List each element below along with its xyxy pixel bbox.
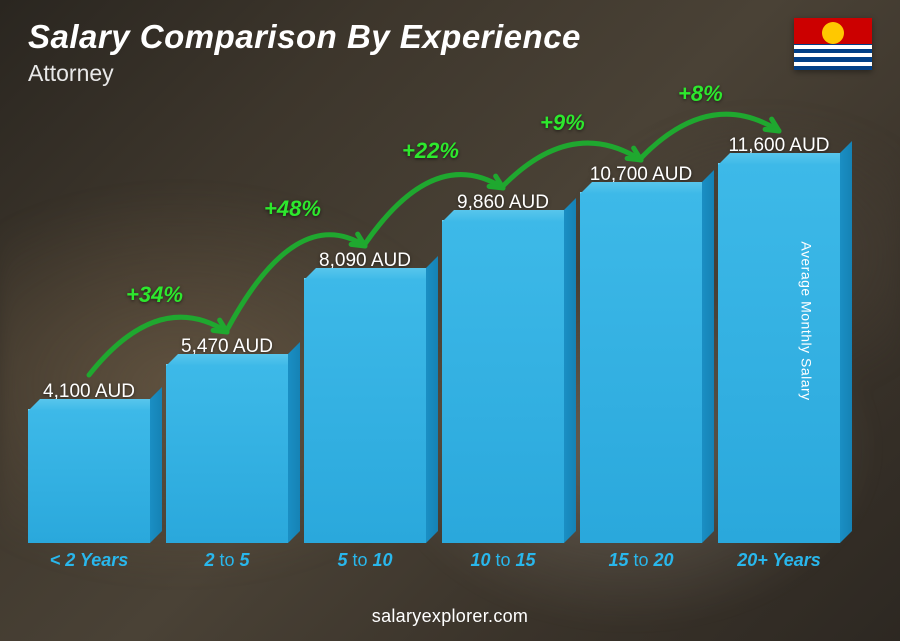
- x-axis-label: < 2 Years: [28, 550, 150, 571]
- bar-slot: 5,470 AUD: [166, 336, 288, 543]
- bar: [718, 163, 840, 543]
- x-axis-label: 2 to 5: [166, 550, 288, 571]
- page-subtitle: Attorney: [28, 60, 581, 87]
- bar: [442, 220, 564, 543]
- x-axis-label: 5 to 10: [304, 550, 426, 571]
- bar: [166, 364, 288, 543]
- x-axis-label: 15 to 20: [580, 550, 702, 571]
- x-axis-label: 20+ Years: [718, 550, 840, 571]
- title-block: Salary Comparison By Experience Attorney: [28, 18, 581, 87]
- bar-slot: 10,700 AUD: [580, 164, 702, 543]
- bar: [580, 192, 702, 543]
- footer-text: salaryexplorer.com: [0, 606, 900, 627]
- header: Salary Comparison By Experience Attorney: [28, 18, 872, 87]
- bar-slot: 4,100 AUD: [28, 381, 150, 543]
- chart-area: 4,100 AUD5,470 AUD8,090 AUD9,860 AUD10,7…: [28, 120, 840, 571]
- x-axis-label: 10 to 15: [442, 550, 564, 571]
- bar-slot: 9,860 AUD: [442, 192, 564, 543]
- flag-icon: [794, 18, 872, 70]
- y-axis-label: Average Monthly Salary: [798, 241, 814, 400]
- bars-row: 4,100 AUD5,470 AUD8,090 AUD9,860 AUD10,7…: [28, 120, 840, 543]
- bar: [304, 278, 426, 543]
- x-axis-labels: < 2 Years 2 to 5 5 to 10 10 to 15 15 to 20 20…: [28, 550, 840, 571]
- bar-slot: 11,600 AUD: [718, 135, 840, 543]
- bar-slot: 8,090 AUD: [304, 250, 426, 543]
- page-title: Salary Comparison By Experience: [28, 18, 581, 56]
- bar: [28, 409, 150, 543]
